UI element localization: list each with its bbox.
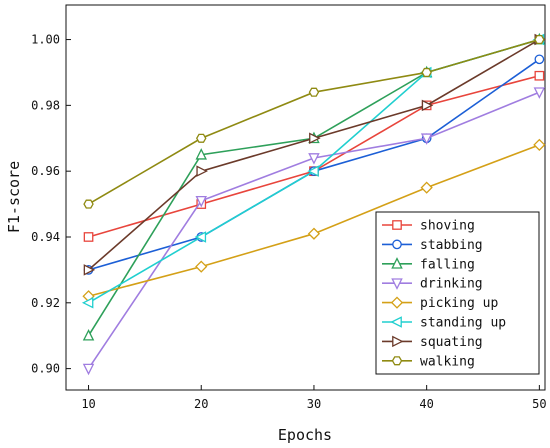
legend-marker xyxy=(391,278,403,290)
data-point-marker xyxy=(195,195,207,208)
legend-box xyxy=(375,211,540,375)
series-walking xyxy=(83,35,545,209)
legend-entry: squating xyxy=(382,335,483,350)
data-point-marker xyxy=(195,260,208,273)
series-picking-up xyxy=(82,138,546,303)
y-tick-label: 0.90 xyxy=(31,362,60,376)
legend-marker xyxy=(392,335,404,348)
legend-label: standing up xyxy=(420,316,506,331)
y-tick-label: 0.94 xyxy=(31,230,60,244)
legend-entry: stabbing xyxy=(382,238,483,253)
data-point-marker xyxy=(421,67,432,78)
legend-marker xyxy=(390,316,402,328)
y-tick-label: 0.98 xyxy=(31,98,60,112)
y-tick-label: 0.92 xyxy=(31,296,60,310)
series-layer xyxy=(81,32,547,376)
y-tick-label: 0.96 xyxy=(31,164,60,178)
data-point-marker xyxy=(195,148,207,160)
legend-entry: drinking xyxy=(382,277,483,292)
data-point-marker xyxy=(534,70,545,81)
x-axis-ticks: 10 20 30 40 50 xyxy=(81,385,547,411)
data-point-marker xyxy=(534,54,545,65)
data-point-marker xyxy=(195,133,207,143)
legend-entry: standing up xyxy=(382,316,506,331)
legend-marker xyxy=(392,220,402,230)
x-axis-title: Epochs xyxy=(278,426,332,444)
data-point-marker xyxy=(421,99,434,112)
y-axis-ticks: 0.90 0.92 0.94 0.96 0.98 1.00 xyxy=(31,33,71,376)
plot-frame xyxy=(65,4,546,391)
data-point-marker xyxy=(83,232,94,242)
legend-label: shoving xyxy=(420,219,475,234)
data-point-marker xyxy=(83,264,96,276)
data-point-marker xyxy=(420,181,433,194)
x-tick-label: 50 xyxy=(532,397,546,411)
x-tick-label: 20 xyxy=(194,397,208,411)
x-tick-label: 30 xyxy=(307,397,321,411)
series-line xyxy=(88,38,540,205)
x-tick-label: 40 xyxy=(419,397,433,411)
legend-marker xyxy=(391,257,403,269)
data-point-marker xyxy=(534,35,545,45)
data-point-marker xyxy=(533,138,546,151)
data-point-marker xyxy=(308,153,320,165)
legend-label: picking up xyxy=(420,296,498,311)
y-tick-label: 1.00 xyxy=(31,33,60,47)
data-point-marker xyxy=(533,87,546,99)
series-drinking xyxy=(82,87,546,376)
legend-label: falling xyxy=(420,257,475,272)
data-point-marker xyxy=(82,329,95,341)
legend-label: drinking xyxy=(420,277,483,292)
data-point-marker xyxy=(309,132,321,145)
data-point-marker xyxy=(81,297,94,309)
x-tick-label: 10 xyxy=(81,397,95,411)
data-point-marker xyxy=(307,227,321,240)
y-axis-title: F1-score xyxy=(5,161,23,233)
data-point-marker xyxy=(83,199,94,209)
legend-entry: shoving xyxy=(382,219,475,234)
legend-entry: falling xyxy=(382,257,475,272)
legend-label: stabbing xyxy=(420,238,483,253)
legend-marker xyxy=(391,356,403,366)
data-point-marker xyxy=(82,363,95,376)
legend-marker xyxy=(392,239,402,250)
data-point-marker xyxy=(194,231,207,243)
legend: shoving stabbing falling drinking picking up… xyxy=(375,211,540,375)
legend-entry: picking up xyxy=(382,296,498,311)
data-point-marker xyxy=(308,87,320,97)
legend-marker xyxy=(390,296,404,309)
data-point-marker xyxy=(420,133,433,145)
legend-label: walking xyxy=(420,354,475,369)
legend-label: squating xyxy=(420,335,483,350)
data-point-marker xyxy=(307,165,319,177)
legend-entry: walking xyxy=(382,354,475,369)
data-point-marker xyxy=(196,165,208,177)
